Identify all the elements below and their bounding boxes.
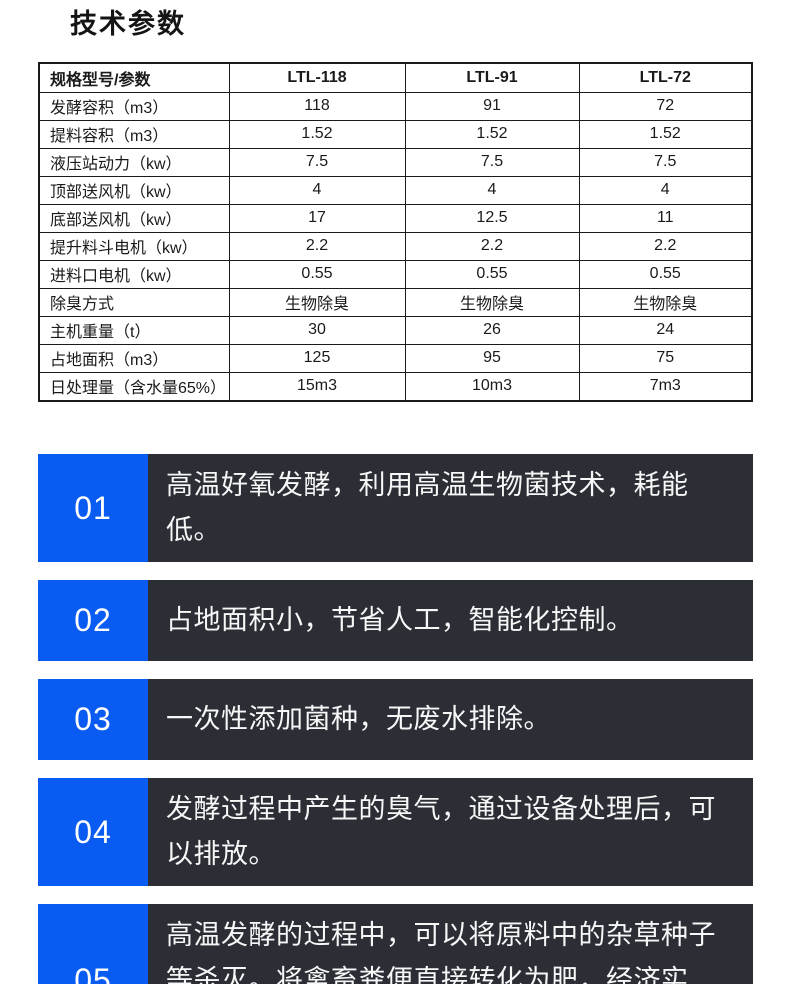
spec-row-label: 顶部送风机（kw） [38, 175, 230, 205]
feature-text: 发酵过程中产生的臭气，通过设备处理后，可以排放。 [148, 778, 753, 886]
feature-item: 02 占地面积小，节省人工，智能化控制。 [38, 580, 753, 661]
spec-cell-value: 91 [404, 91, 580, 121]
spec-cell-value: 125 [228, 343, 406, 373]
feature-number-badge: 02 [38, 580, 148, 661]
spec-cell-value: 30 [228, 315, 406, 345]
spec-cell-value: 2.2 [228, 231, 406, 261]
feature-text: 一次性添加菌种，无废水排除。 [148, 679, 753, 760]
table-row: 除臭方式 生物除臭 生物除臭 生物除臭 [38, 287, 753, 317]
spec-header-model: LTL-72 [578, 62, 753, 93]
spec-cell-value: 4 [578, 175, 753, 205]
spec-cell-value: 0.55 [228, 259, 406, 289]
spec-cell-value: 26 [404, 315, 580, 345]
spec-cell-value: 1.52 [228, 119, 406, 149]
spec-table: 规格型号/参数 LTL-118 LTL-91 LTL-72 发酵容积（m3） 118 91… [38, 62, 753, 402]
spec-cell-value: 2.2 [404, 231, 580, 261]
spec-cell-value: 1.52 [404, 119, 580, 149]
table-row: 进料口电机（kw） 0.55 0.55 0.55 [38, 259, 753, 289]
spec-cell-value: 2.2 [578, 231, 753, 261]
feature-number-badge: 01 [38, 454, 148, 562]
feature-list: 01 高温好氧发酵，利用高温生物菌技术，耗能低。 02 占地面积小，节省人工，智能化控… [38, 454, 753, 984]
spec-row-label: 提料容积（m3） [38, 119, 230, 149]
spec-header-model: LTL-91 [404, 62, 580, 93]
feature-text: 高温发酵的过程中，可以将原料中的杂草种子等杀灭。将禽畜粪便直接转化为肥，经济实惠… [148, 904, 753, 984]
spec-cell-value: 生物除臭 [404, 287, 580, 317]
feature-item: 04 发酵过程中产生的臭气，通过设备处理后，可以排放。 [38, 778, 753, 886]
spec-row-label: 底部送风机（kw） [38, 203, 230, 233]
spec-cell-value: 生物除臭 [228, 287, 406, 317]
spec-row-label: 进料口电机（kw） [38, 259, 230, 289]
feature-item: 03 一次性添加菌种，无废水排除。 [38, 679, 753, 760]
spec-row-label: 日处理量（含水量65%） [38, 371, 230, 401]
spec-cell-value: 17 [228, 203, 406, 233]
spec-cell-value: 生物除臭 [578, 287, 753, 317]
spec-cell-value: 11 [578, 203, 753, 233]
table-row: 顶部送风机（kw） 4 4 4 [38, 175, 753, 205]
spec-row-label: 主机重量（t） [38, 315, 230, 345]
spec-cell-value: 1.52 [578, 119, 753, 149]
feature-item: 01 高温好氧发酵，利用高温生物菌技术，耗能低。 [38, 454, 753, 562]
feature-number-badge: 05 [38, 904, 148, 984]
spec-cell-value: 0.55 [404, 259, 580, 289]
spec-cell-value: 7.5 [404, 147, 580, 177]
table-row: 占地面积（m3） 125 95 75 [38, 343, 753, 373]
table-row: 日处理量（含水量65%） 15m3 10m3 7m3 [38, 371, 753, 401]
spec-cell-value: 95 [404, 343, 580, 373]
spec-cell-value: 4 [228, 175, 406, 205]
table-row: 提料容积（m3） 1.52 1.52 1.52 [38, 119, 753, 149]
spec-cell-value: 72 [578, 91, 753, 121]
spec-cell-value: 118 [228, 91, 406, 121]
spec-row-label: 提升料斗电机（kw） [38, 231, 230, 261]
spec-table-body: 发酵容积（m3） 118 91 72 提料容积（m3） 1.52 1.52 1.52 液压站动力… [38, 91, 753, 401]
feature-text: 高温好氧发酵，利用高温生物菌技术，耗能低。 [148, 454, 753, 562]
spec-cell-value: 7.5 [228, 147, 406, 177]
feature-text: 占地面积小，节省人工，智能化控制。 [148, 580, 753, 661]
table-row: 发酵容积（m3） 118 91 72 [38, 91, 753, 121]
spec-cell-value: 7m3 [578, 371, 753, 401]
spec-cell-value: 0.55 [578, 259, 753, 289]
page-title: 技术参数 [70, 9, 186, 39]
spec-cell-value: 15m3 [228, 371, 406, 401]
spec-cell-value: 10m3 [404, 371, 580, 401]
table-row: 液压站动力（kw） 7.5 7.5 7.5 [38, 147, 753, 177]
spec-row-label: 占地面积（m3） [38, 343, 230, 373]
spec-cell-value: 24 [578, 315, 753, 345]
spec-row-label: 除臭方式 [38, 287, 230, 317]
table-row: 主机重量（t） 30 26 24 [38, 315, 753, 345]
feature-number-badge: 03 [38, 679, 148, 760]
spec-header-model: LTL-118 [228, 62, 406, 93]
spec-row-label: 液压站动力（kw） [38, 147, 230, 177]
spec-cell-value: 7.5 [578, 147, 753, 177]
table-row: 提升料斗电机（kw） 2.2 2.2 2.2 [38, 231, 753, 261]
spec-cell-value: 12.5 [404, 203, 580, 233]
spec-row-label: 发酵容积（m3） [38, 91, 230, 121]
table-row: 底部送风机（kw） 17 12.5 11 [38, 203, 753, 233]
spec-header-label: 规格型号/参数 [38, 62, 230, 93]
spec-cell-value: 4 [404, 175, 580, 205]
spec-cell-value: 75 [578, 343, 753, 373]
spec-table-header-row: 规格型号/参数 LTL-118 LTL-91 LTL-72 [38, 62, 753, 93]
feature-item: 05 高温发酵的过程中，可以将原料中的杂草种子等杀灭。将禽畜粪便直接转化为肥，经济… [38, 904, 753, 984]
feature-number-badge: 04 [38, 778, 148, 886]
